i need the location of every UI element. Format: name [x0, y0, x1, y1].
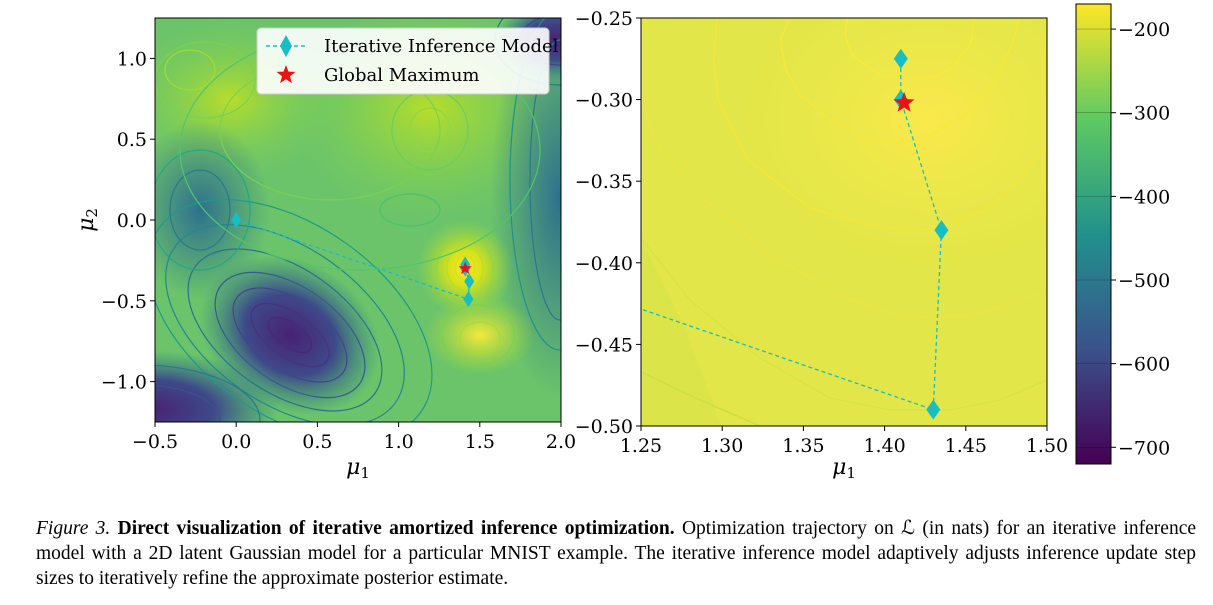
colorbar-tick-label: −600	[1118, 354, 1170, 376]
star-marker-icon	[276, 65, 296, 84]
y-tick-label: −0.50	[575, 416, 633, 438]
legend-entry-global-max: Global Maximum	[276, 65, 480, 86]
trajectory-line	[235, 219, 470, 301]
legend-entry-iterative: Iterative Inference Model	[266, 35, 559, 57]
left-trajectory	[231, 212, 475, 308]
x-tick-label: 2.0	[546, 431, 576, 453]
legend: Iterative Inference Model Global Maximum	[256, 27, 559, 95]
right-x-axis-label: μ1	[832, 455, 856, 482]
y-tick-label: −0.5	[101, 291, 147, 313]
colorbar-tick-label: −500	[1118, 270, 1170, 292]
right-trajectory	[641, 48, 949, 420]
right-contour-panel: 1.25 1.30 1.35 1.40 1.45 1.50 −0.25 −0.30 −0.35…	[575, 8, 1068, 482]
caption-label: Figure 3.	[36, 518, 111, 539]
colorbar-tick-label: −200	[1118, 19, 1170, 41]
left-contour-panel: −0.5 0.0 0.5 1.0 1.5 2.0 1.0 0.5 0.0 −0.5 −1.0 μ1…	[74, 17, 576, 482]
y-tick-label: −1.0	[101, 372, 147, 394]
x-tick-label: −0.5	[132, 431, 178, 453]
x-tick-label: 0.5	[302, 431, 332, 453]
y-tick-label: 0.0	[117, 210, 147, 232]
colorbar: −200 −300 −400 −500 −600 −700	[1075, 3, 1170, 465]
legend-label-global-max: Global Maximum	[324, 65, 480, 86]
trajectory-point	[231, 212, 242, 228]
trajectory-point	[893, 48, 908, 69]
figure: −0.5 0.0 0.5 1.0 1.5 2.0 1.0 0.5 0.0 −0.5 −1.0 μ1…	[74, 3, 1170, 482]
y-tick-label: 1.0	[117, 48, 147, 70]
trajectory-point	[934, 220, 949, 241]
global-maximum-point	[458, 261, 472, 275]
y-tick-label: −0.30	[575, 90, 633, 112]
right-contour-field	[641, 18, 1047, 426]
y-tick-label: −0.25	[575, 8, 633, 30]
figure-caption: Figure 3. Direct visualization of iterat…	[36, 516, 1196, 591]
y-tick-label: −0.35	[575, 171, 633, 193]
x-tick-label: 0.0	[221, 431, 251, 453]
x-tick-label: 1.25	[620, 435, 662, 457]
x-tick-label: 1.0	[383, 431, 413, 453]
trajectory-point	[463, 291, 474, 308]
x-tick-label: 1.45	[945, 435, 987, 457]
left-x-axis-ticks: −0.5 0.0 0.5 1.0 1.5 2.0	[132, 422, 576, 453]
colorbar-tick-label: −700	[1118, 437, 1170, 459]
caption-body: Optimization trajectory on ℒ (in nats) f…	[36, 518, 1197, 589]
x-tick-label: 1.40	[863, 435, 905, 457]
colorbar-ticks: −200 −300 −400 −500 −600 −700	[1076, 19, 1170, 459]
caption-title: Direct visualization of iterative amorti…	[117, 518, 675, 539]
y-tick-label: 0.5	[117, 129, 147, 151]
trajectory-point	[464, 273, 475, 290]
left-x-axis-label: μ1	[346, 455, 370, 482]
x-tick-label: 1.50	[1026, 435, 1068, 457]
x-tick-label: 1.35	[782, 435, 824, 457]
legend-label-iterative: Iterative Inference Model	[324, 36, 559, 57]
y-tick-label: −0.45	[575, 334, 633, 356]
right-x-axis-ticks: 1.25 1.30 1.35 1.40 1.45 1.50	[620, 426, 1068, 457]
trajectory-point	[926, 399, 941, 420]
left-y-axis-label: μ2	[74, 208, 101, 232]
left-y-axis-ticks: 1.0 0.5 0.0 −0.5 −1.0	[101, 48, 155, 394]
global-maximum-point	[893, 91, 915, 112]
colorbar-tick-label: −300	[1118, 103, 1170, 125]
y-tick-label: −0.40	[575, 253, 633, 275]
x-tick-label: 1.5	[465, 431, 495, 453]
right-y-axis-ticks: −0.25 −0.30 −0.35 −0.40 −0.45 −0.50	[575, 8, 641, 438]
diamond-marker-icon	[280, 35, 292, 57]
x-tick-label: 1.30	[701, 435, 743, 457]
colorbar-tick-label: −400	[1118, 186, 1170, 208]
